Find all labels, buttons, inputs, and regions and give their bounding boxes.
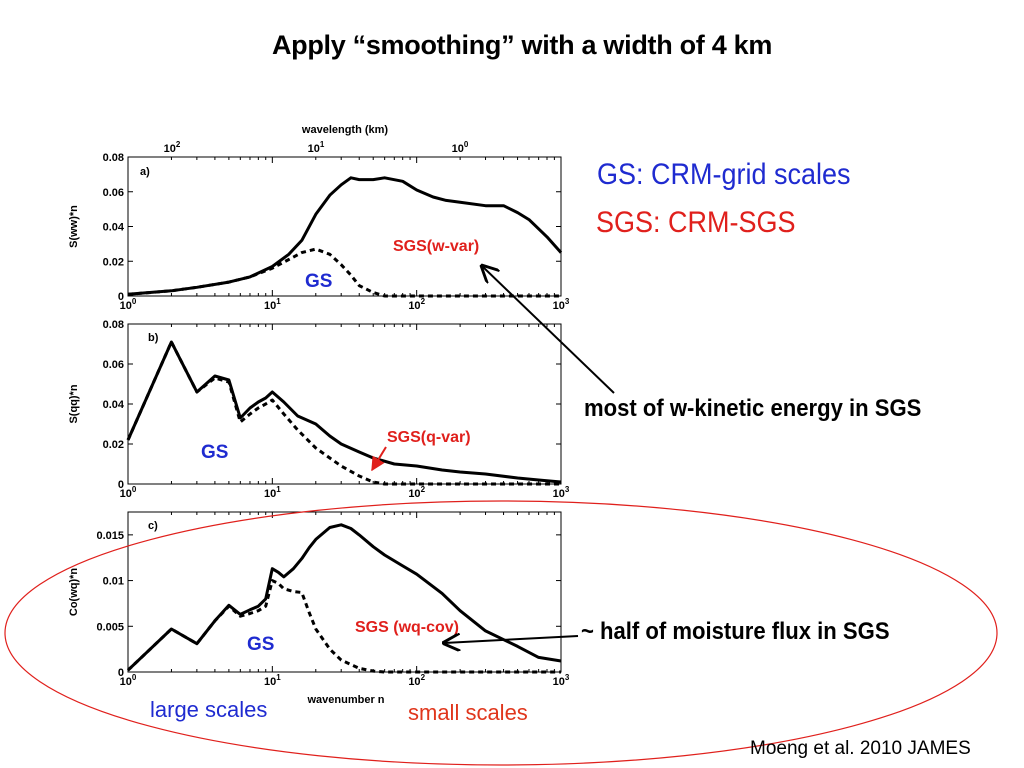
moisture-arrow (444, 636, 579, 643)
gs-annotation: GS (305, 271, 332, 292)
x-tick-label: 101 (264, 297, 281, 312)
top-tick-label: 100 (452, 140, 469, 155)
y-tick-label: 0 (118, 479, 124, 491)
x-tick-label: 100 (120, 485, 137, 500)
small-scales-label: small scales (408, 700, 528, 725)
top-axis-label: wavelength (km) (301, 124, 389, 136)
chart-panel-1: 0 0.02 0.04 0.06 0.08 100 101 102 103 S(ww)*n a) GS… (68, 152, 570, 312)
x-tick-label: 103 (553, 485, 570, 500)
total-series-line (126, 340, 562, 484)
chart-panel-3: 0 0.005 0.01 0.015 100 101 102 103 Co(wq)*n c) GS S… (68, 511, 570, 688)
plot-frame (127, 156, 562, 297)
gs-annotation: GS (247, 634, 274, 655)
gs-annotation: GS (201, 442, 228, 463)
moisture-flux-note: ~ half of moisture flux in SGS (581, 618, 890, 645)
plot-frame (127, 323, 562, 485)
y-tick-label: 0.04 (103, 399, 125, 411)
x-tick-label: 102 (408, 673, 425, 688)
y-tick-label: 0.08 (103, 152, 124, 164)
highlight-ellipse (4, 500, 998, 766)
sgs-legend: SGS: CRM-SGS (596, 206, 796, 239)
top-tick-label: 102 (164, 140, 181, 155)
x-tick-label: 100 (120, 297, 137, 312)
y-axis-label: S(qq)*n (68, 384, 80, 423)
y-tick-label: 0 (118, 667, 124, 679)
plot-frame (127, 511, 562, 673)
top-tick-label: 101 (308, 140, 325, 155)
y-tick-label: 0.02 (103, 439, 124, 451)
y-tick-label: 0.06 (103, 187, 124, 199)
x-tick-label: 100 (120, 673, 137, 688)
y-tick-label: 0.01 (103, 576, 124, 588)
total-series-line (126, 523, 562, 672)
large-scales-label: large scales (150, 697, 268, 722)
citation: Moeng et al. 2010 JAMES (750, 738, 971, 759)
panel-tag: c) (148, 520, 158, 532)
y-tick-label: 0 (118, 291, 124, 303)
x-tick-label: 102 (408, 485, 425, 500)
panel-tag: a) (140, 166, 150, 178)
kinetic-arrow (482, 266, 615, 394)
y-tick-label: 0.08 (103, 319, 124, 331)
sgs-annotation: SGS(q-var) (387, 429, 471, 446)
y-tick-label: 0.02 (103, 256, 124, 268)
x-axis-label: wavenumber n (306, 694, 384, 706)
y-tick-label: 0.04 (103, 222, 125, 234)
gs-series-line (127, 247, 561, 298)
y-tick-label: 0.015 (96, 530, 124, 542)
kinetic-energy-note: most of w-kinetic energy in SGS (584, 395, 922, 422)
x-tick-label: 101 (264, 485, 281, 500)
chart-panel-2: 0 0.02 0.04 0.06 0.08 100 101 102 103 S(qq)*n b) GS… (68, 319, 570, 500)
x-tick-label: 101 (264, 673, 281, 688)
slide-title: Apply “smoothing” with a width of 4 km (271, 30, 773, 60)
gs-series-line (126, 340, 561, 486)
gs-series-line (126, 579, 561, 674)
gs-legend: GS: CRM-grid scales (597, 158, 851, 191)
sgs-annotation: SGS (wq-cov) (355, 619, 459, 636)
sgs-annotation: SGS(w-var) (393, 238, 479, 255)
y-axis-label: Co(wq)*n (68, 568, 80, 617)
top-axis: wavelength (km) 102 101 100 (164, 124, 469, 155)
x-tick-label: 103 (553, 673, 570, 688)
sgs-q-arrow (371, 446, 387, 472)
y-tick-label: 0.06 (103, 359, 124, 371)
y-axis-label: S(ww)*n (68, 205, 80, 248)
panel-tag: b) (148, 332, 159, 344)
total-series-line (127, 176, 563, 296)
x-tick-label: 103 (553, 297, 570, 312)
x-tick-label: 102 (408, 297, 425, 312)
y-tick-label: 0.005 (96, 621, 124, 633)
